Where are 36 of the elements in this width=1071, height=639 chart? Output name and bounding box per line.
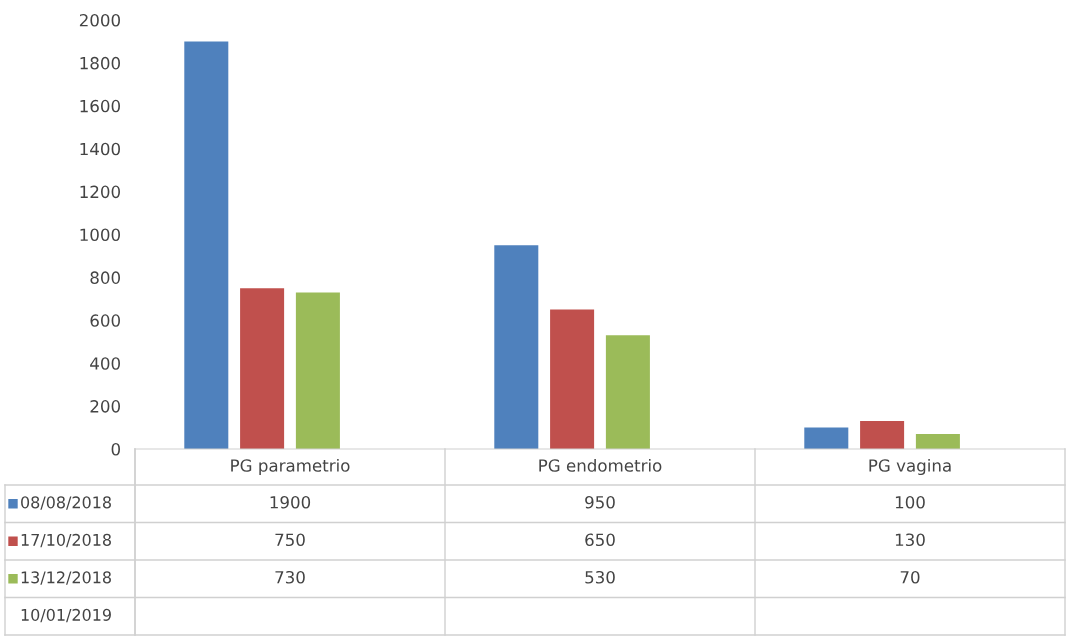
- bar: [240, 288, 285, 449]
- bar: [184, 41, 229, 449]
- data-label: 70: [900, 570, 920, 584]
- bar: [804, 427, 849, 449]
- y-tick-label: 400: [90, 357, 120, 370]
- legend-label: 08/08/2018: [21, 496, 111, 510]
- bar: [295, 292, 340, 449]
- x-tick-label: PG parametrio: [231, 458, 350, 476]
- y-tick-label: 0: [111, 442, 120, 456]
- data-label: 1900: [270, 495, 311, 509]
- text: 10/01/2019: [21, 608, 111, 623]
- data-label: 730: [275, 570, 305, 584]
- data-label: 750: [275, 533, 305, 547]
- data-label: 650: [585, 533, 615, 547]
- x-tick-label: PG vagina: [869, 458, 951, 476]
- legend-label: 17/10/2018: [21, 533, 111, 548]
- bar: [605, 335, 650, 449]
- data-label: 130: [895, 533, 925, 547]
- y-tick-label: 600: [90, 314, 120, 327]
- y-tick-label: 800: [90, 271, 120, 284]
- data-label: 100: [895, 495, 925, 509]
- bar: [915, 433, 960, 449]
- legend-label: 13/12/2018: [21, 571, 111, 585]
- data-label: 530: [585, 570, 615, 584]
- y-tick-label: 1400: [80, 142, 120, 156]
- data-label: 950: [585, 495, 615, 509]
- y-tick-label: 1800: [80, 56, 120, 70]
- y-tick-label: 1000: [80, 228, 120, 242]
- bar: [494, 245, 539, 449]
- bar: [550, 309, 595, 449]
- y-tick-label: 200: [90, 400, 120, 413]
- bar: [860, 421, 905, 449]
- y-tick-label: 1600: [80, 99, 120, 113]
- y-tick-label: 1200: [80, 185, 120, 199]
- y-tick-label: 2000: [79, 13, 120, 27]
- x-tick-label: PG endometrio: [539, 458, 662, 472]
